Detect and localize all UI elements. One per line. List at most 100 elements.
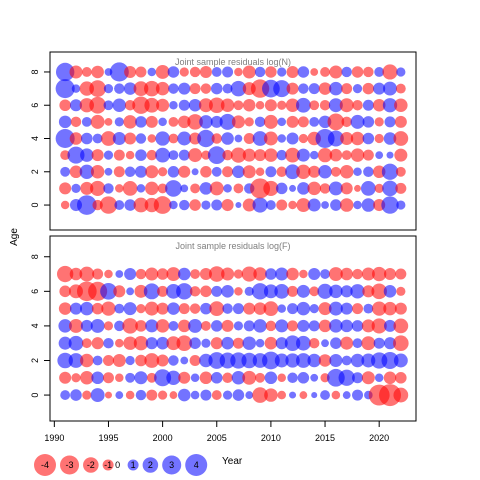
residual-bubble <box>180 356 189 365</box>
residual-bubble <box>135 354 147 367</box>
residual-bubble <box>103 183 114 194</box>
residual-bubble <box>340 131 354 146</box>
residual-bubble <box>209 181 224 196</box>
residual-bubble <box>189 83 201 95</box>
residual-bubble <box>265 268 277 280</box>
residual-bubble <box>178 319 191 333</box>
residual-bubble <box>255 372 265 383</box>
residual-bubble <box>99 196 118 214</box>
residual-bubble <box>210 115 223 128</box>
residual-bubble <box>277 304 286 313</box>
residual-bubble <box>114 303 125 314</box>
residual-bubble <box>178 99 190 111</box>
legend-bubble <box>127 459 139 471</box>
residual-bubble <box>57 352 73 369</box>
residual-bubble <box>80 301 94 316</box>
residual-bubble <box>69 267 83 281</box>
residual-bubble <box>362 116 375 128</box>
residual-bubble <box>285 164 300 180</box>
residual-bubble <box>112 98 127 112</box>
residual-bubble <box>133 336 149 351</box>
residual-bubble <box>103 150 114 160</box>
residual-bubble <box>340 319 353 333</box>
residual-bubble <box>113 149 125 161</box>
residual-bubble <box>264 371 278 385</box>
panel-title: Joint sample residuals log(N) <box>175 57 291 67</box>
residual-bubble <box>211 390 222 400</box>
residual-bubble <box>167 66 180 78</box>
residual-bubble <box>178 165 191 178</box>
y-tick-label: 8 <box>30 254 40 259</box>
residual-bubble <box>79 266 95 282</box>
x-tick-label: 2020 <box>369 433 389 443</box>
residual-bubble <box>342 391 351 399</box>
x-tick-label: 2015 <box>315 433 335 443</box>
residual-bubble <box>60 200 70 210</box>
y-tick-label: 6 <box>30 289 40 294</box>
residual-bubble <box>296 148 310 162</box>
residual-bubble <box>265 320 277 332</box>
residual-bubble <box>340 182 353 195</box>
residual-bubble <box>168 150 179 161</box>
residual-bubble <box>396 200 406 210</box>
residual-bubble <box>82 390 92 400</box>
residual-bubble <box>222 390 233 400</box>
residual-bubble <box>199 115 213 129</box>
residual-bubble <box>263 284 278 299</box>
residual-bubble <box>318 354 332 367</box>
residual-bubble <box>145 337 158 350</box>
residual-bubble <box>242 370 257 385</box>
residual-bubble <box>201 338 211 348</box>
residual-bubble <box>329 284 343 299</box>
residual-bubble <box>145 115 158 128</box>
residual-bubble <box>394 115 407 128</box>
residual-bubble <box>71 373 81 383</box>
residual-bubble <box>276 166 287 177</box>
residual-bubble <box>169 100 178 110</box>
residual-bubble <box>286 65 299 78</box>
residual-bubble <box>242 198 256 212</box>
residual-bubble <box>383 285 397 298</box>
residual-bubble <box>157 285 169 297</box>
residual-bubble <box>264 99 277 112</box>
residual-bubble <box>341 150 352 161</box>
residual-bubble <box>320 67 330 77</box>
residual-bubble <box>297 116 309 128</box>
residual-bubble <box>55 128 75 149</box>
residual-bubble <box>69 99 83 112</box>
legend-label: -2 <box>87 460 95 470</box>
residual-bubble <box>56 265 74 283</box>
residual-bubble <box>145 319 159 333</box>
residual-bubble <box>167 302 180 315</box>
plot-frame <box>49 51 417 231</box>
residual-bubble <box>352 100 363 111</box>
y-tick-label: 4 <box>30 323 40 328</box>
bubble-size-legend: -4 -3 -2 -1 0 1 2 3 4 <box>34 454 208 476</box>
residual-bubble <box>264 336 278 350</box>
residual-bubble <box>340 336 354 350</box>
residual-bubble <box>242 148 256 162</box>
residual-bubble <box>275 182 288 195</box>
residual-bubble <box>287 372 298 383</box>
residual-bubble <box>393 353 408 368</box>
residual-bubble <box>222 166 234 178</box>
residual-bubble <box>255 100 265 110</box>
residual-bubble <box>103 337 114 349</box>
residual-bubble <box>276 149 287 161</box>
residual-bubble <box>125 355 135 366</box>
residual-bubble <box>319 100 331 111</box>
residual-bubble <box>232 389 245 401</box>
residual-bubble <box>244 286 254 296</box>
plot-frame <box>49 235 417 422</box>
residual-bubble <box>352 303 364 315</box>
residual-bubble <box>318 319 332 333</box>
residual-bubble <box>297 319 310 332</box>
residual-bubble <box>221 336 234 350</box>
residual-bubble <box>207 146 226 165</box>
legend-label: 3 <box>169 460 174 470</box>
residual-bubble <box>297 182 310 195</box>
residual-bubble <box>79 164 94 179</box>
residual-bubble <box>252 131 268 146</box>
residual-bubble <box>340 285 353 298</box>
residual-bubble <box>374 117 384 127</box>
